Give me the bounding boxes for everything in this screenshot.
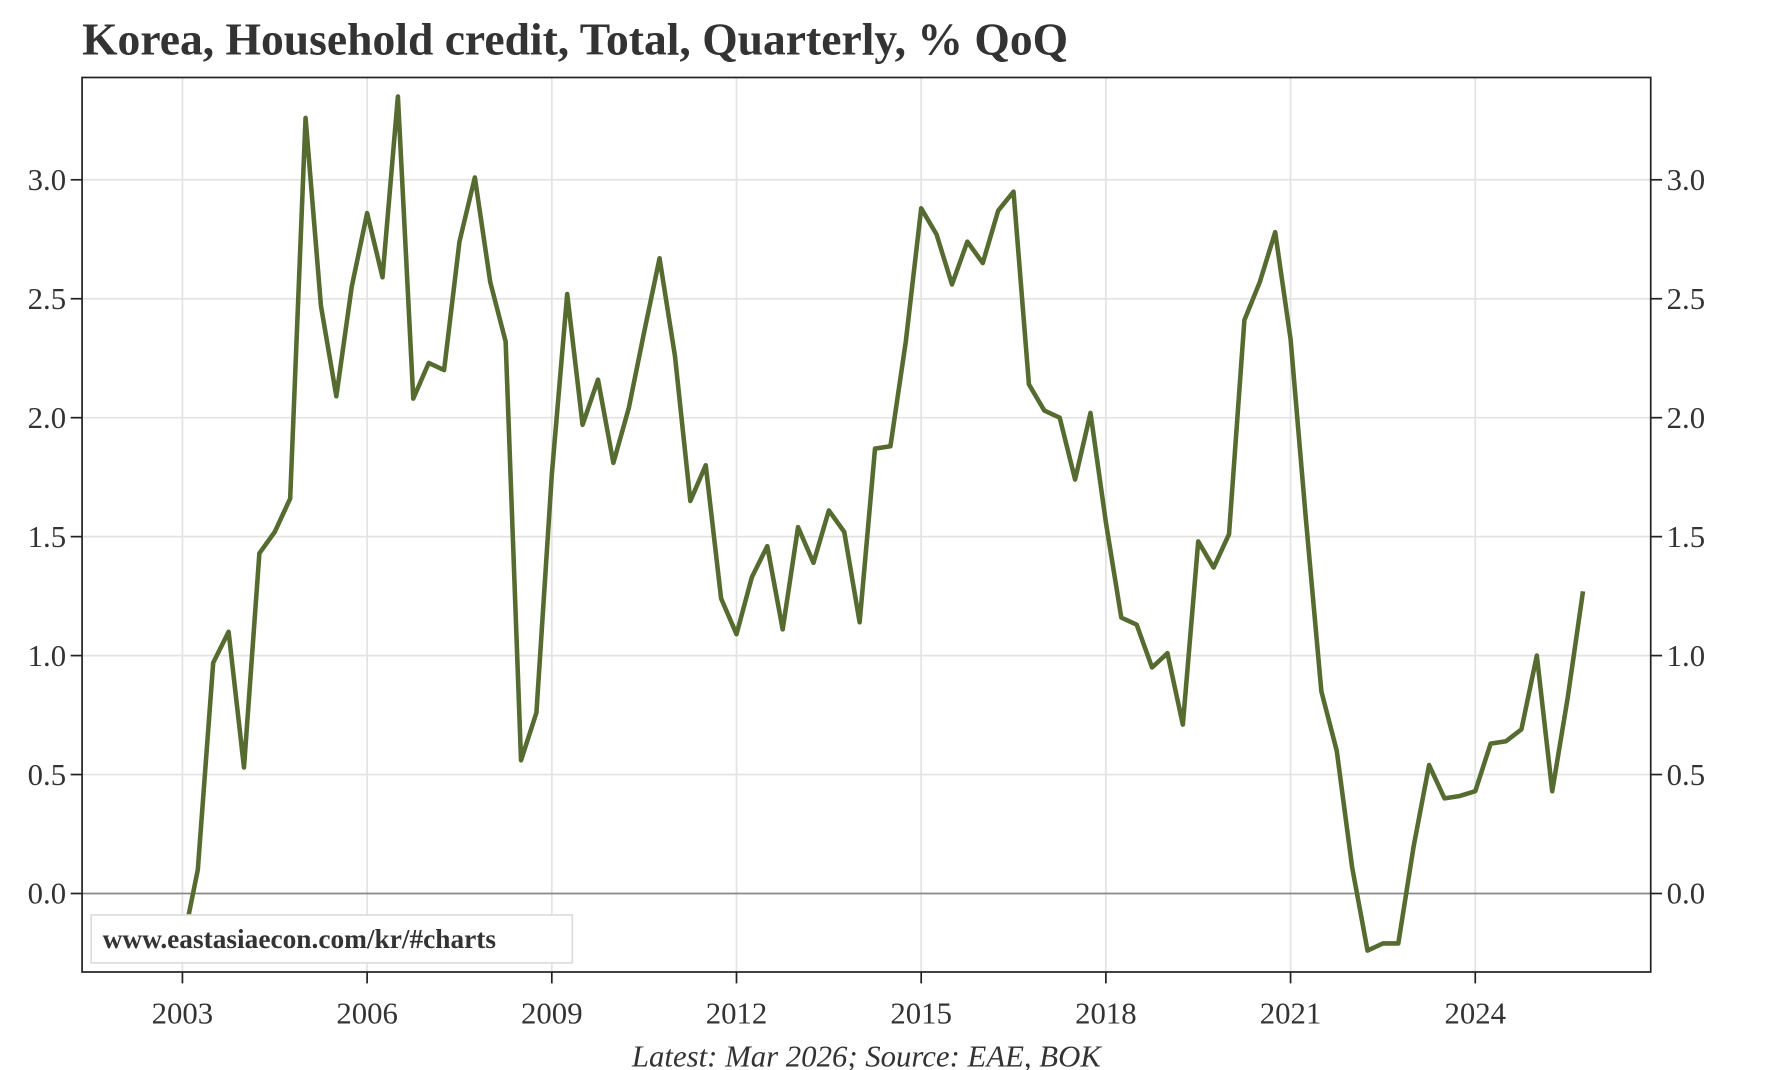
x-tick-label: 2021 [1260, 996, 1322, 1030]
x-tick-label: 2009 [521, 996, 583, 1030]
watermark: www.eastasiaecon.com/kr/#charts [103, 924, 496, 954]
x-tick-label: 2006 [336, 996, 398, 1030]
y-tick-label: 2.5 [28, 282, 66, 316]
y2-tick-label: 0.0 [1667, 877, 1705, 911]
y2-tick-label: 0.5 [1667, 758, 1705, 792]
y2-tick-label: 1.0 [1667, 639, 1705, 673]
y-tick-label: 2.0 [28, 401, 66, 435]
x-tick-label: 2024 [1444, 996, 1506, 1030]
chart-title: Korea, Household credit, Total, Quarterl… [82, 14, 1068, 65]
data-line [180, 94, 1586, 953]
x-tick-label: 2018 [1075, 996, 1137, 1030]
x-tick-label: 2012 [706, 996, 768, 1030]
plot-frame [81, 76, 1652, 973]
x-tick-label: 2003 [152, 996, 214, 1030]
y-tick-label: 1.0 [28, 639, 66, 673]
y-tick-label: 3.0 [28, 163, 66, 197]
x-tick-label: 2015 [890, 996, 952, 1030]
y2-tick-label: 3.0 [1667, 163, 1705, 197]
watermark-box [90, 914, 574, 964]
y2-tick-label: 1.5 [1667, 520, 1705, 554]
y-tick-label: 0.0 [28, 877, 66, 911]
y-tick-label: 1.5 [28, 520, 66, 554]
y-tick-label: 0.5 [28, 758, 66, 792]
y2-tick-label: 2.0 [1667, 401, 1705, 435]
footnote: Latest: Mar 2026; Source: EAE, BOK [631, 1040, 1102, 1070]
y2-tick-label: 2.5 [1667, 282, 1705, 316]
